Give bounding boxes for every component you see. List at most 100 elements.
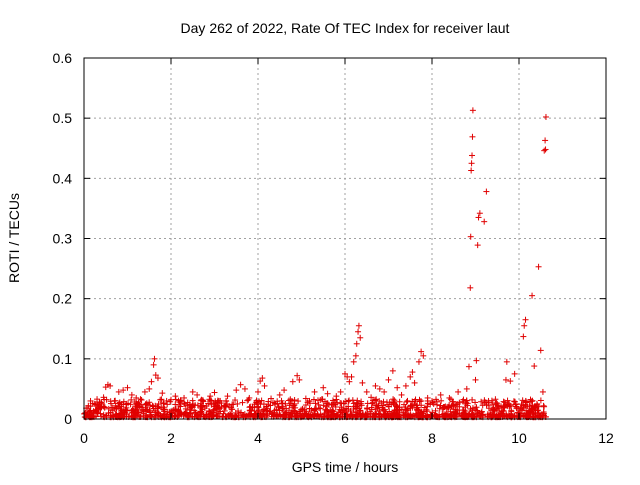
data-point [542,113,549,120]
data-point-bg [381,406,388,413]
data-point [241,385,248,392]
data-point [100,394,107,401]
data-point-bg [522,398,529,405]
data-point-bg [175,407,182,414]
data-point-bg [411,401,418,408]
data-point [467,284,474,291]
data-point-bg [478,409,485,416]
data-point-bg [220,403,227,410]
data-point-bg [210,406,217,413]
data-point-bg [373,402,380,409]
data-point-bg [440,404,447,411]
data-point [475,214,482,221]
data-point-bg [197,400,204,407]
data-point-bg [208,397,215,404]
data-point-bg [518,401,525,408]
data-point [503,358,510,365]
data-point-bg [136,401,143,408]
data-point-bg [402,411,409,418]
data-point-bg [337,400,344,407]
data-point-bg [363,413,370,420]
data-point [363,388,370,395]
data-point-bg [447,408,454,415]
data-point [465,363,472,370]
data-point [94,396,101,403]
data-point-bg [346,397,353,404]
data-point-bg [526,408,533,415]
data-point-bg [92,407,99,414]
data-point [352,352,359,359]
data-point [494,400,501,407]
data-point-bg [157,396,164,403]
data-point-bg [493,399,500,406]
data-point-bg [117,411,124,418]
data-point-bg [102,412,109,419]
data-point-bg [103,396,110,403]
data-point-bg [213,406,220,413]
data-point-bg [292,409,299,416]
data-point-bg [175,397,182,404]
data-point-bg [456,399,463,406]
chart-title: Day 262 of 2022, Rate Of TEC Index for r… [181,20,510,36]
data-point-bg [221,407,228,414]
x-tick-label: 2 [167,430,175,446]
data-point [468,160,475,167]
data-point [172,393,179,400]
data-point [368,394,375,401]
data-point [342,370,348,377]
data-point-bg [232,397,239,404]
data-point-bg [460,396,467,403]
data-point-bg [500,398,507,405]
data-point [137,396,144,403]
data-point-bg [172,401,179,408]
data-point-bg [490,406,497,413]
data-point [281,387,288,394]
data-point [198,396,205,403]
data-point [541,147,548,154]
x-tick-label: 0 [80,430,88,446]
data-point [115,388,122,395]
data-point-bg [299,405,306,412]
data-point [521,322,528,329]
data-point-bg [434,401,441,408]
data-point [542,146,549,153]
data-point-bg [263,403,270,410]
data-point-bg [133,410,140,417]
data-point [483,188,490,195]
data-point [537,347,544,354]
data-point-bg [514,409,521,416]
data-point [355,322,362,329]
data-point-bg [534,412,541,419]
data-point-bg [526,409,533,416]
data-point-bg [461,412,468,419]
data-point [468,167,475,174]
data-point [141,388,148,395]
data-point-bg [333,412,340,419]
data-point-bg [282,410,289,417]
data-point-bg [510,398,517,405]
data-point-bg [308,406,315,413]
data-point [296,376,303,383]
data-point-bg [394,404,401,411]
data-point [302,395,309,402]
data-point-bg [253,397,260,404]
data-point-bg [279,400,286,407]
y-tick-label: 0.4 [53,170,73,186]
x-tick-label: 4 [254,430,262,446]
data-point [96,403,103,410]
data-point-bg [345,398,352,405]
data-point [259,375,266,382]
data-point-bg [369,400,376,407]
data-point-bg [393,403,400,410]
data-point-bg [118,405,125,412]
data-point-bg [127,401,134,408]
data-point [133,394,140,401]
data-point [469,152,476,159]
data-point-bg [145,401,152,408]
data-point-bg [160,408,167,415]
data-point [407,373,414,380]
data-point-bg [239,399,246,406]
data-point [485,397,492,404]
data-point-bg [240,413,247,420]
